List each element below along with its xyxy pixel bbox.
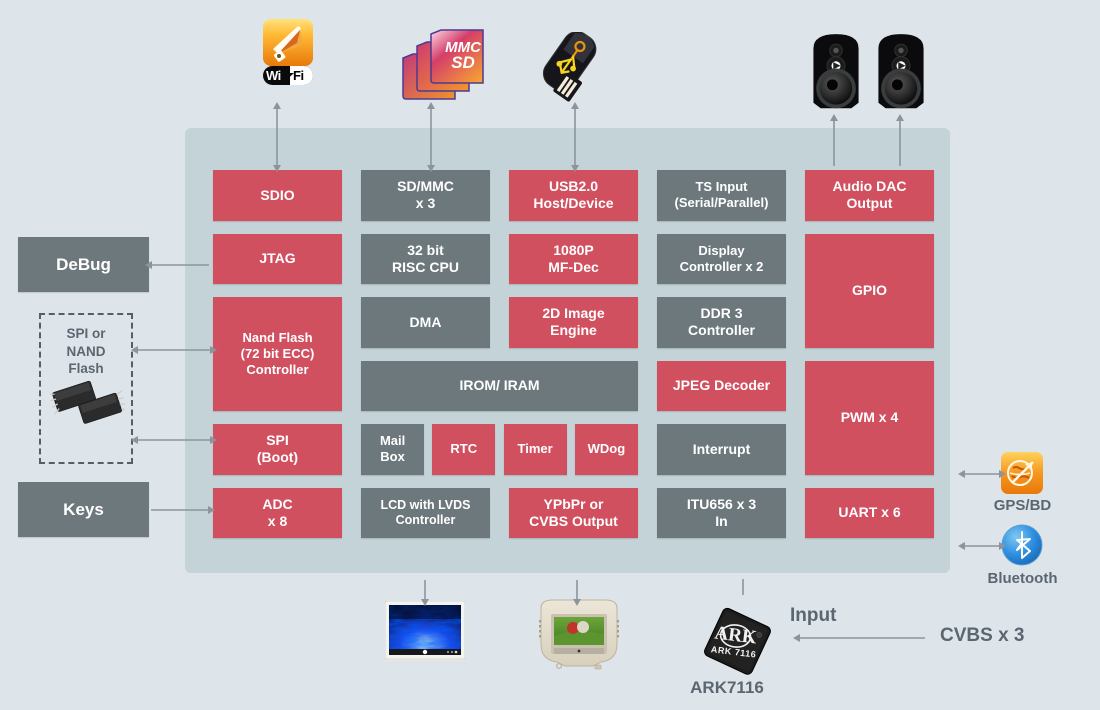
svg-text:SD: SD: [451, 53, 475, 72]
